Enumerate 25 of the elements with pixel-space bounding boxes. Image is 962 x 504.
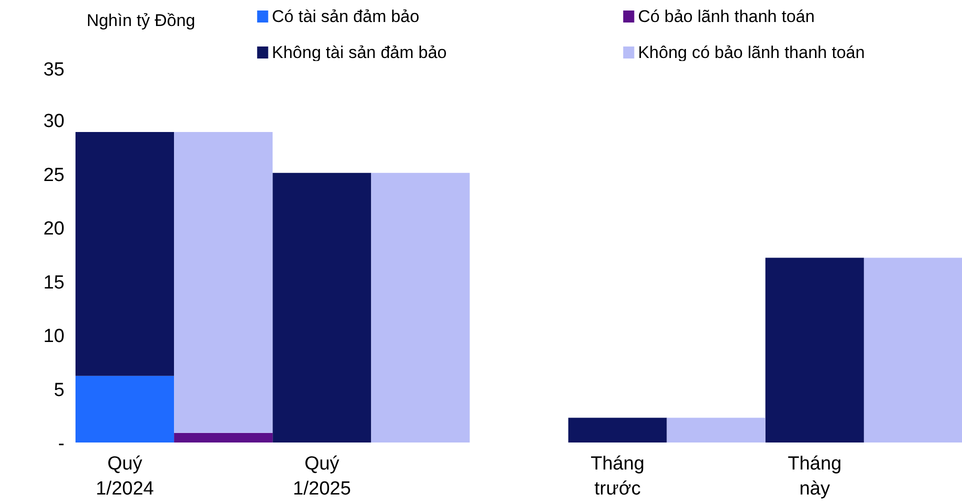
y-tick-label: -	[58, 434, 64, 454]
bar	[666, 418, 766, 442]
y-tick-label: 35	[43, 60, 65, 80]
bar	[765, 258, 864, 442]
bar	[174, 432, 273, 442]
x-tick-label: Tháng này	[788, 454, 842, 500]
y-tick-label: 30	[43, 111, 65, 132]
bar	[174, 132, 273, 433]
x-tick-label: Quý 1/2024	[96, 454, 154, 500]
y-tick-label: 20	[43, 218, 65, 240]
y-tick-label: 5	[54, 380, 65, 401]
bar	[272, 172, 372, 442]
y-axis-title: Nghìn tỷ Đồng	[86, 11, 196, 30]
x-tick-label: Tháng trước	[590, 454, 644, 500]
bar	[568, 418, 667, 442]
y-tick-label: 25	[43, 164, 65, 186]
bar	[864, 258, 962, 442]
bar	[76, 132, 174, 376]
bar	[76, 376, 174, 442]
y-tick-label: 10	[43, 326, 65, 348]
y-tick-label: 15	[43, 272, 65, 294]
x-tick-label: Quý 1/2025	[292, 454, 351, 500]
legend-label: Có tài sản đảm bảo	[272, 7, 420, 26]
legend-label: Có bảo lãnh thanh toán	[638, 7, 815, 26]
bar	[371, 172, 470, 442]
